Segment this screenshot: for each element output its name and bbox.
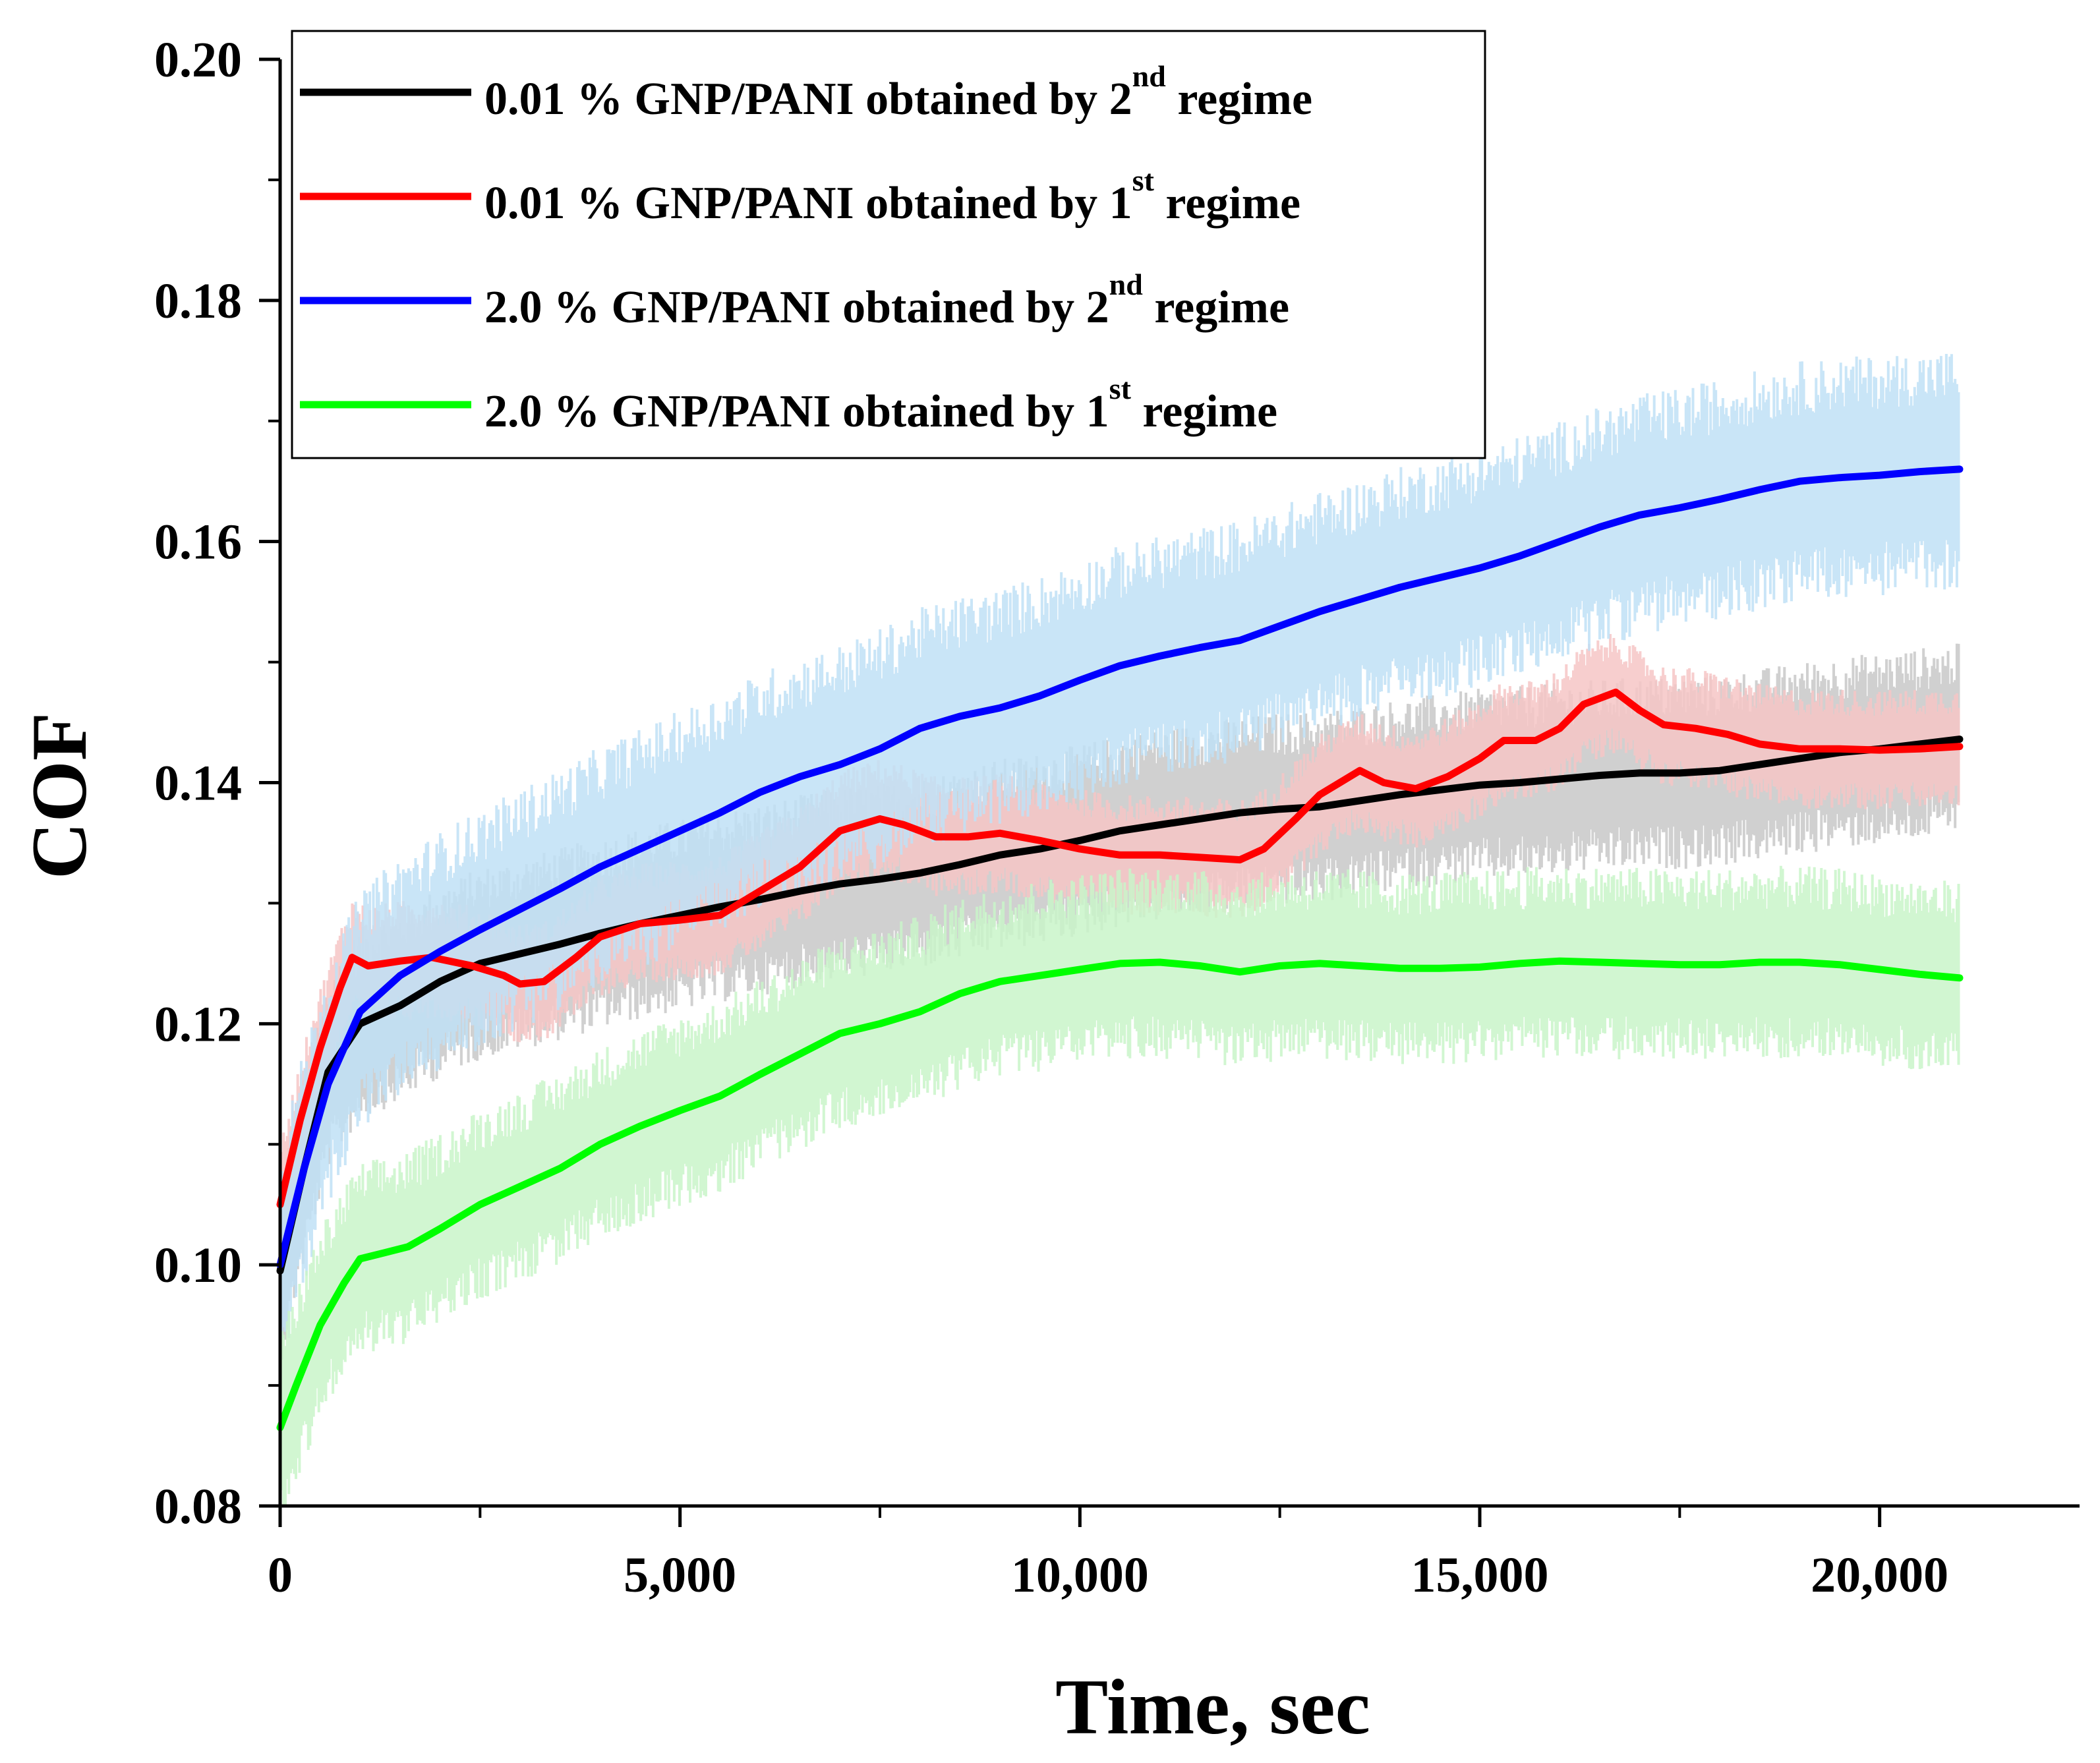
x-tick-label: 5,000	[624, 1547, 736, 1603]
legend: 0.01 % GNP/PANI obtained by 2nd regime 0.…	[291, 30, 1486, 459]
legend-label: 2.0 % GNP/PANI obtained by 1st regime	[484, 372, 1277, 437]
series-line	[276, 688, 1964, 1209]
legend-label: 2.0 % GNP/PANI obtained by 2nd regime	[484, 268, 1289, 333]
series-line	[276, 736, 1964, 1275]
legend-label: 0.01 % GNP/PANI obtained by 2nd regime	[484, 59, 1312, 125]
x-tick-label: 10,000	[1011, 1547, 1149, 1603]
y-axis-title: COF	[15, 712, 103, 879]
x-ticks: 0 5,000 10,000 15,000 20,000	[268, 1506, 1948, 1603]
y-tick-label: 0.10	[154, 1238, 242, 1293]
series-lines	[276, 465, 1964, 1431]
x-axis-title: Time, sec	[1055, 1663, 1370, 1750]
y-ticks: 0.08 0.10 0.12 0.14 0.16 0.18 0.20	[154, 32, 280, 1534]
x-tick-label: 0	[268, 1547, 293, 1603]
x-tick-label: 15,000	[1411, 1547, 1549, 1603]
noise-bands	[279, 354, 1960, 1522]
y-tick-label: 0.14	[154, 756, 242, 811]
y-tick-label: 0.12	[154, 997, 242, 1052]
y-tick-label: 0.18	[154, 274, 242, 329]
series-line	[276, 465, 1964, 1269]
legend-box	[291, 30, 1486, 459]
y-tick-label: 0.16	[154, 515, 242, 570]
y-tick-label: 0.08	[154, 1479, 242, 1534]
legend-label: 0.01 % GNP/PANI obtained by 1st regime	[484, 163, 1300, 229]
x-tick-label: 20,000	[1811, 1547, 1948, 1603]
y-tick-label: 0.20	[154, 32, 242, 88]
series-line	[276, 957, 1964, 1431]
